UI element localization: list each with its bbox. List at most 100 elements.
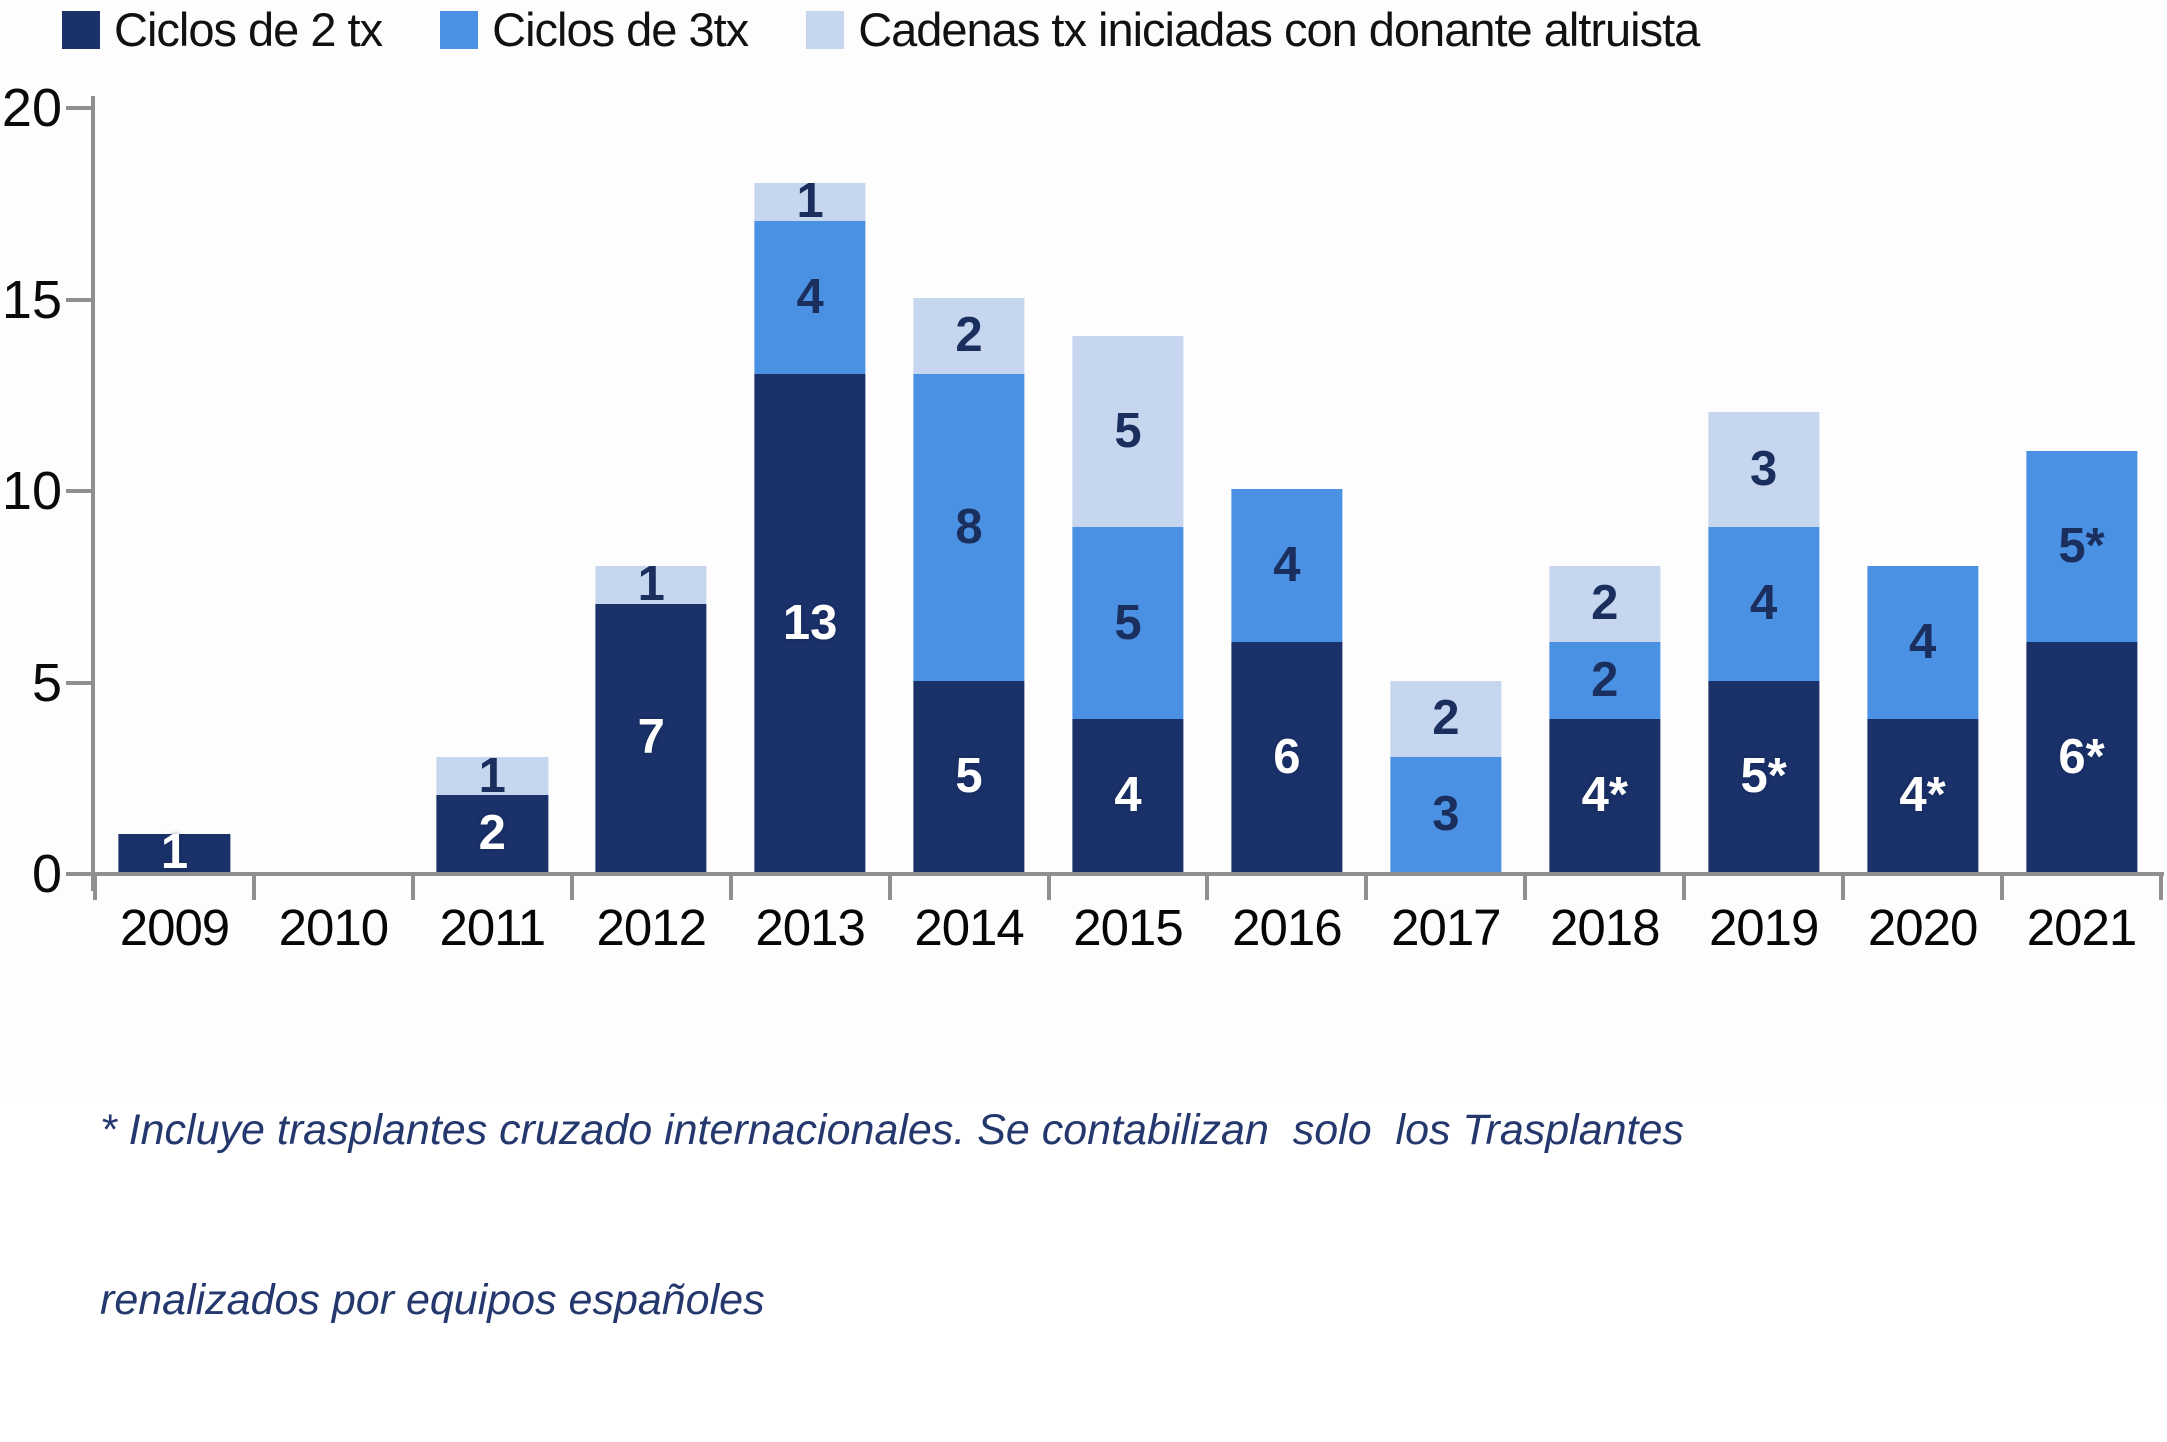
bar-value-label: 5* <box>1740 748 1787 803</box>
bar-value-label: 1 <box>637 557 665 612</box>
x-tick <box>410 874 415 900</box>
legend: Ciclos de 2 tx Ciclos de 3tx Cadenas tx … <box>62 2 1700 57</box>
bar-column-2014: 5 8 2 <box>890 106 1049 872</box>
bar-segment: 3 <box>1708 412 1820 528</box>
bar-value-label: 5* <box>2058 518 2105 573</box>
bar-column-2019: 5* 4 3 <box>1684 106 1843 872</box>
bar-value-label: 1 <box>478 748 506 803</box>
bar-segment: 7 <box>595 603 707 872</box>
bar-value-label: 1 <box>796 174 824 229</box>
bar-segment: 6* <box>2025 642 2138 872</box>
bar-column-2015: 4 5 5 <box>1049 106 1208 872</box>
stacked-bar-chart: Ciclos de 2 tx Ciclos de 3tx Cadenas tx … <box>1 2 2164 1324</box>
legend-swatch-medium-blue <box>440 10 479 49</box>
x-category-label-2011: 2011 <box>439 899 546 956</box>
bar-value-label: 4 <box>1750 576 1778 631</box>
bar-segment: 5 <box>913 680 1025 872</box>
x-category-label-2016: 2016 <box>1232 899 1342 956</box>
y-tick <box>66 872 93 876</box>
legend-item-ciclos-3tx: Ciclos de 3tx <box>440 2 749 57</box>
x-tick <box>1364 874 1369 900</box>
bar-value-label: 4 <box>1114 767 1142 822</box>
bar-segment: 1 <box>118 828 231 877</box>
y-tick-label: 20 <box>1 78 62 138</box>
x-category-label-2015: 2015 <box>1073 899 1183 956</box>
x-category-label-2010: 2010 <box>278 899 389 956</box>
footnote-line-2: renalizados por equipos españoles <box>100 1275 765 1324</box>
x-tick <box>93 874 97 900</box>
x-category-label-2013: 2013 <box>755 899 865 956</box>
bar-segment: 2 <box>1549 565 1661 643</box>
x-tick <box>1682 874 1687 900</box>
x-tick <box>1841 874 1846 900</box>
x-tick <box>1046 874 1051 900</box>
bar-column-2013: 13 4 1 <box>731 106 890 872</box>
y-tick <box>66 489 93 493</box>
bar-segment: 5* <box>1708 680 1820 872</box>
bar-segment: 4* <box>1866 718 1979 872</box>
bar-segment: 13 <box>754 374 866 872</box>
bar-value-label: 5 <box>955 748 983 803</box>
y-tick <box>66 297 93 302</box>
legend-swatch-dark-blue <box>62 10 100 49</box>
x-category-label-2020: 2020 <box>1867 899 1978 956</box>
x-tick <box>569 874 574 900</box>
bar-segment: 4 <box>1708 527 1820 681</box>
x-tick <box>1523 874 1528 900</box>
bar-value-label: 6* <box>2058 729 2105 784</box>
bar-segment: 2 <box>1390 680 1502 758</box>
x-category-label-2017: 2017 <box>1391 899 1501 956</box>
bar-segment: 2 <box>1549 642 1661 719</box>
x-tick <box>2159 874 2163 900</box>
footnote: * Incluye trasplantes cruzado internacio… <box>100 988 1684 1442</box>
bar-column-2021: 6* 5* <box>2002 106 2161 872</box>
x-tick <box>2000 874 2005 900</box>
bar-value-label: 2 <box>478 806 506 861</box>
x-tick <box>251 874 256 900</box>
bar-value-label: 13 <box>782 595 838 650</box>
bar-segment: 6 <box>1231 642 1343 872</box>
bar-value-label: 2 <box>1591 653 1619 708</box>
bar-segment: 8 <box>913 374 1025 681</box>
legend-item-ciclos-2tx: Ciclos de 2 tx <box>62 2 383 57</box>
bar-value-label: 2 <box>955 308 983 363</box>
bar-segment: 4 <box>1072 718 1184 872</box>
bar-column-2009: 1 <box>95 106 254 877</box>
y-tick-label: 10 <box>1 461 62 521</box>
bar-value-label: 4 <box>1908 614 1937 669</box>
y-tick-label: 0 <box>31 844 62 904</box>
bar-value-label: 4 <box>1273 538 1301 593</box>
bar-segment: 1 <box>754 177 866 226</box>
x-axis-line <box>66 872 2164 876</box>
legend-label: Cadenas tx iniciadas con donante altruis… <box>858 3 1700 56</box>
y-axis-line <box>91 96 95 891</box>
x-tick <box>1205 874 1210 900</box>
legend-label: Ciclos de 3tx <box>492 3 749 56</box>
bar-value-label: 7 <box>637 710 665 765</box>
x-category-label-2012: 2012 <box>596 899 706 956</box>
bar-value-label: 3 <box>1750 442 1778 497</box>
x-category-label-2019: 2019 <box>1708 899 1819 956</box>
x-category-label-2021: 2021 <box>2026 899 2137 956</box>
bar-segment: 4 <box>1231 489 1343 643</box>
bar-value-label: 3 <box>1432 787 1460 842</box>
bar-value-label: 5 <box>1114 595 1142 650</box>
legend-item-cadenas-altruista: Cadenas tx iniciadas con donante altruis… <box>806 2 1700 57</box>
footnote-line-1: * Incluye trasplantes cruzado internacio… <box>100 1105 1684 1154</box>
bar-value-label: 5 <box>1114 404 1142 459</box>
bar-value-label: 6 <box>1273 729 1301 784</box>
y-tick-label: 5 <box>31 652 62 713</box>
bar-segment: 5 <box>1072 527 1184 719</box>
bar-segment: 2 <box>913 297 1025 375</box>
x-tick <box>728 874 733 900</box>
x-category-label-2009: 2009 <box>119 899 230 956</box>
y-tick-label: 15 <box>1 269 62 330</box>
bar-value-label: 4 <box>796 270 824 325</box>
bar-value-label: 8 <box>955 499 983 554</box>
legend-label: Ciclos de 2 tx <box>114 3 383 56</box>
plot-area: 1 2 1 7 1 13 4 1 5 8 2 4 5 5 6 4 3 2 4* 2 2 5* 4 3 4* 4 6* 5* <box>95 106 2161 877</box>
